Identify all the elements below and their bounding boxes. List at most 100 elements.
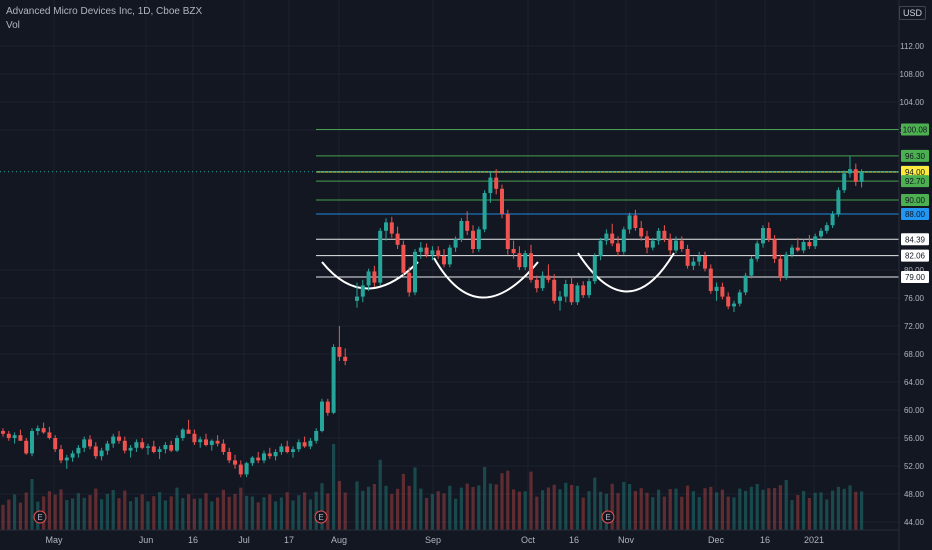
volume-bar xyxy=(778,485,782,530)
volume-bar xyxy=(111,490,115,530)
volume-bar xyxy=(210,501,214,530)
volume-bar xyxy=(813,492,817,530)
currency-badge[interactable]: USD xyxy=(898,6,926,20)
candle-body xyxy=(117,436,121,441)
candle-body xyxy=(53,438,58,450)
level-price-tag xyxy=(901,208,929,220)
candle-body xyxy=(378,230,383,283)
x-tick-label: 2021 xyxy=(804,535,824,545)
candle-body xyxy=(703,256,707,269)
volume-bar xyxy=(831,490,835,530)
candle-body xyxy=(859,172,864,182)
y-tick-label: 108.00 xyxy=(900,70,925,79)
volume-bar xyxy=(512,489,516,530)
candle-body xyxy=(824,225,829,231)
candle-body xyxy=(151,446,156,452)
level-price-tag-label: 79.00 xyxy=(905,273,926,282)
candle-body xyxy=(836,190,841,214)
x-tick-label: Jun xyxy=(139,535,154,545)
volume-bar xyxy=(436,491,440,530)
volume-bar xyxy=(291,500,295,530)
level-price-tag-label: 100.08 xyxy=(903,125,928,134)
candle-body xyxy=(447,247,452,265)
volume-bar xyxy=(552,484,556,530)
volume-bar xyxy=(245,495,249,530)
level-price-tag xyxy=(901,123,929,136)
candle-body xyxy=(650,240,655,248)
level-price-tag xyxy=(901,194,929,206)
candle-body xyxy=(656,230,661,241)
x-tick-label: Dec xyxy=(708,535,725,545)
candle-body xyxy=(697,256,702,262)
volume-bar xyxy=(326,493,330,530)
candle-body xyxy=(372,271,377,283)
volume-bar xyxy=(175,487,179,530)
earnings-marker-icon xyxy=(33,510,47,524)
candle-body xyxy=(546,275,551,280)
x-tick-label: Oct xyxy=(521,535,536,545)
volume-bar xyxy=(587,491,591,530)
volume-bar xyxy=(396,488,400,530)
candle-body xyxy=(795,247,800,251)
volume-bar xyxy=(825,499,829,530)
candle-body xyxy=(93,446,98,457)
candle-body xyxy=(302,442,307,447)
y-tick-label: 64.00 xyxy=(904,378,925,387)
volume-bar xyxy=(297,495,301,530)
volume-bar xyxy=(616,493,620,530)
volume-bar xyxy=(233,494,237,530)
volume-bar xyxy=(152,496,156,530)
candle-body xyxy=(848,169,852,174)
level-price-tag xyxy=(901,166,929,178)
candle-body xyxy=(198,439,203,443)
volume-bar xyxy=(337,481,341,530)
volume-bar xyxy=(680,496,684,530)
volume-bar xyxy=(488,483,492,530)
volume-bar xyxy=(477,485,481,530)
candle-body xyxy=(256,457,261,461)
candle-body xyxy=(262,453,266,461)
candle-body xyxy=(360,285,365,297)
candle-body xyxy=(134,442,139,448)
candle-body xyxy=(250,457,255,464)
candle-body xyxy=(296,442,301,450)
candle-body xyxy=(35,428,40,431)
volume-bar xyxy=(691,491,695,530)
candle-body xyxy=(737,292,742,304)
candle-body xyxy=(436,250,441,256)
volume-bar xyxy=(7,499,11,530)
volume-bar xyxy=(430,494,434,530)
volume-bar xyxy=(13,494,17,530)
candle-body xyxy=(128,447,133,451)
candle-body xyxy=(749,258,754,276)
candle-body xyxy=(801,242,806,251)
volume-bar xyxy=(738,488,742,530)
candle-body xyxy=(12,435,17,438)
candle-body xyxy=(308,440,313,447)
volume-bar xyxy=(134,497,138,530)
candle-body xyxy=(343,356,348,361)
volume-bar xyxy=(836,486,840,530)
level-price-tag-label: 84.39 xyxy=(905,235,926,244)
candle-body xyxy=(604,233,609,241)
volume-bar xyxy=(686,485,690,530)
volume-bar xyxy=(419,488,423,530)
candle-body xyxy=(488,177,493,193)
candle-body xyxy=(598,240,603,256)
candle-body xyxy=(209,440,214,445)
y-tick-label: 60.00 xyxy=(904,406,925,415)
volume-bar xyxy=(82,497,86,530)
volume-bar xyxy=(274,501,278,530)
volume-bar xyxy=(517,491,521,530)
candle-body xyxy=(534,279,539,289)
volume-bar xyxy=(570,485,574,530)
candle-body xyxy=(732,303,736,307)
volume-bar xyxy=(535,496,539,530)
candle-body xyxy=(853,169,858,182)
volume-bar xyxy=(71,498,75,530)
candle-body xyxy=(70,453,75,458)
volume-bar xyxy=(378,459,382,530)
volume-bar xyxy=(860,491,864,530)
candle-body xyxy=(645,236,649,248)
